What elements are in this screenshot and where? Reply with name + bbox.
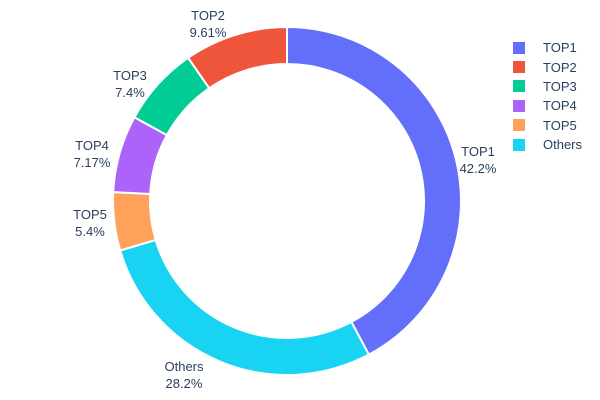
legend-item-TOP4[interactable]: TOP4 bbox=[513, 96, 582, 115]
legend-swatch-icon bbox=[513, 138, 525, 151]
legend-item-label: TOP5 bbox=[543, 117, 577, 133]
legend-item-Others[interactable]: Others bbox=[513, 135, 582, 154]
legend-item-label: TOP1 bbox=[543, 40, 577, 56]
legend-swatch-icon bbox=[513, 41, 525, 54]
pie-slice-TOP1[interactable] bbox=[286, 25, 462, 356]
legend-swatch-icon bbox=[513, 80, 525, 93]
pie-slice-Others[interactable] bbox=[118, 238, 371, 376]
legend-item-TOP5[interactable]: TOP5 bbox=[513, 116, 582, 135]
legend-swatch-icon bbox=[513, 119, 525, 132]
legend-item-label: TOP3 bbox=[543, 78, 577, 94]
legend-item-TOP3[interactable]: TOP3 bbox=[513, 77, 582, 96]
pie-slice-TOP2[interactable] bbox=[186, 25, 288, 90]
pie-slice-TOP5[interactable] bbox=[112, 191, 157, 252]
legend-swatch-icon bbox=[513, 61, 525, 74]
legend-item-TOP2[interactable]: TOP2 bbox=[513, 57, 582, 76]
legend-item-TOP1[interactable]: TOP1 bbox=[513, 38, 582, 57]
legend-item-label: TOP2 bbox=[543, 59, 577, 75]
legend-swatch-icon bbox=[513, 99, 525, 112]
legend: TOP1 TOP2 TOP3 TOP4 TOP5 Others bbox=[513, 38, 582, 154]
legend-item-label: TOP4 bbox=[543, 98, 577, 114]
legend-item-label: Others bbox=[543, 137, 583, 153]
